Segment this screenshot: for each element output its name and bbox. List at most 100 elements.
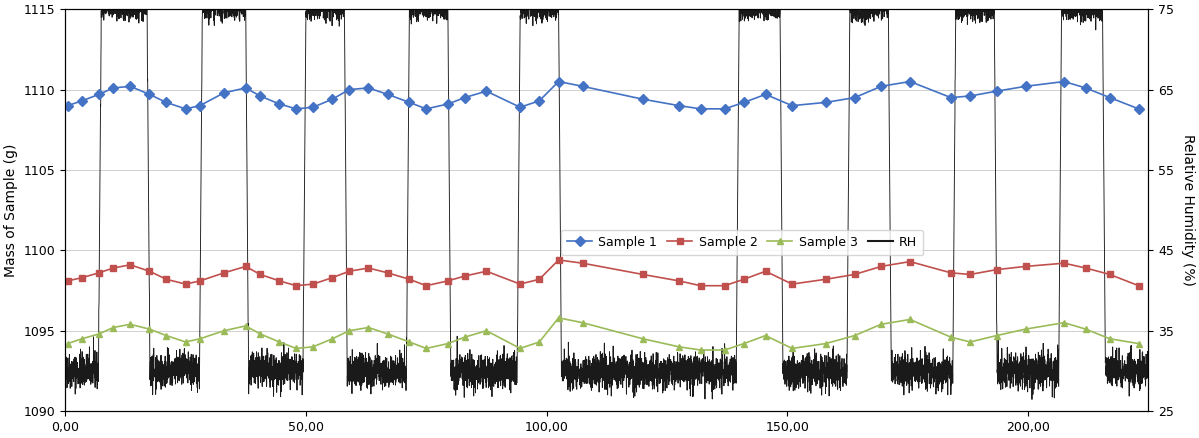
- Sample 3: [253, 331, 267, 336]
- Sample 2: [107, 265, 121, 271]
- Sample 2: [272, 278, 287, 283]
- Sample 2: [418, 283, 433, 288]
- Sample 3: [693, 347, 707, 353]
- Sample 3: [480, 328, 494, 333]
- Sample 2: [1056, 261, 1071, 266]
- Sample 2: [217, 270, 231, 276]
- Sample 2: [513, 282, 528, 287]
- Sample 2: [552, 258, 566, 263]
- Sample 1: [418, 106, 433, 112]
- Sample 3: [635, 336, 650, 341]
- Sample 2: [361, 265, 375, 271]
- Sample 1: [576, 84, 590, 89]
- Sample 2: [785, 282, 800, 287]
- Sample 3: [717, 347, 731, 353]
- Sample 2: [635, 272, 650, 277]
- Sample 2: [402, 277, 416, 282]
- Line: Sample 3: Sample 3: [64, 314, 1143, 353]
- Sample 1: [402, 100, 416, 105]
- Sample 1: [785, 103, 800, 108]
- Sample 3: [848, 333, 862, 338]
- Sample 3: [361, 325, 375, 330]
- Sample 2: [253, 272, 267, 277]
- Sample 2: [717, 283, 731, 288]
- Sample 3: [1132, 341, 1146, 346]
- Sample 2: [179, 282, 193, 287]
- Sample 1: [272, 102, 287, 107]
- Sample 3: [239, 323, 253, 328]
- Sample 2: [576, 261, 590, 266]
- Sample 1: [253, 93, 267, 99]
- Sample 2: [193, 278, 207, 283]
- Sample 1: [91, 92, 106, 97]
- Sample 3: [159, 333, 174, 338]
- Sample 1: [217, 90, 231, 95]
- Sample 3: [325, 336, 339, 341]
- Sample 1: [123, 84, 138, 89]
- Sample 3: [306, 344, 320, 350]
- Sample 2: [532, 277, 547, 282]
- Sample 2: [239, 264, 253, 269]
- Sample 1: [361, 85, 375, 91]
- Sample 1: [1103, 95, 1117, 100]
- Sample 2: [1103, 272, 1117, 277]
- Sample 3: [418, 346, 433, 351]
- Sample 2: [819, 277, 833, 282]
- Sample 3: [272, 339, 287, 345]
- Sample 3: [107, 325, 121, 330]
- Sample 2: [458, 273, 472, 279]
- Sample 2: [963, 272, 977, 277]
- Sample 1: [552, 79, 566, 84]
- Sample 3: [402, 339, 416, 345]
- Legend: Sample 1, Sample 2, Sample 3, RH: Sample 1, Sample 2, Sample 3, RH: [561, 230, 923, 255]
- Sample 3: [785, 346, 800, 351]
- Sample 2: [441, 278, 456, 283]
- Sample 2: [736, 277, 751, 282]
- Sample 1: [193, 103, 207, 108]
- Sample 1: [107, 85, 121, 91]
- Sample 3: [944, 335, 958, 340]
- Sample 2: [1079, 265, 1093, 271]
- Sample 2: [60, 278, 74, 283]
- Sample 2: [759, 268, 773, 274]
- Line: Sample 2: Sample 2: [64, 257, 1143, 289]
- Sample 3: [1018, 326, 1032, 332]
- Line: Sample 1: Sample 1: [64, 78, 1143, 112]
- Sample 3: [1056, 320, 1071, 325]
- Sample 1: [342, 87, 356, 92]
- Sample 1: [759, 92, 773, 97]
- Sample 1: [819, 100, 833, 105]
- Sample 3: [576, 320, 590, 325]
- Sample 1: [441, 102, 456, 107]
- Sample 3: [123, 321, 138, 327]
- Sample 1: [1018, 84, 1032, 89]
- Y-axis label: Mass of Sample (g): Mass of Sample (g): [4, 144, 18, 277]
- Sample 1: [239, 85, 253, 91]
- Sample 2: [325, 275, 339, 280]
- Sample 3: [819, 341, 833, 346]
- Sample 3: [179, 339, 193, 345]
- Sample 1: [513, 105, 528, 110]
- Sample 1: [458, 95, 472, 100]
- Sample 1: [848, 95, 862, 100]
- Sample 3: [1103, 336, 1117, 341]
- Sample 2: [693, 283, 707, 288]
- Sample 1: [380, 92, 394, 97]
- Sample 3: [217, 328, 231, 333]
- Sample 1: [306, 105, 320, 110]
- Sample 2: [944, 270, 958, 276]
- Y-axis label: Relative Humidity (%): Relative Humidity (%): [1181, 134, 1195, 286]
- Sample 3: [74, 336, 89, 341]
- Sample 1: [1056, 79, 1071, 84]
- Sample 3: [759, 333, 773, 338]
- Sample 3: [289, 346, 303, 351]
- Sample 1: [717, 106, 731, 112]
- Sample 3: [736, 341, 751, 346]
- Sample 1: [289, 106, 303, 112]
- Sample 1: [874, 84, 888, 89]
- Sample 2: [159, 277, 174, 282]
- Sample 1: [1079, 85, 1093, 91]
- Sample 2: [342, 268, 356, 274]
- Sample 3: [874, 321, 888, 327]
- Sample 2: [874, 264, 888, 269]
